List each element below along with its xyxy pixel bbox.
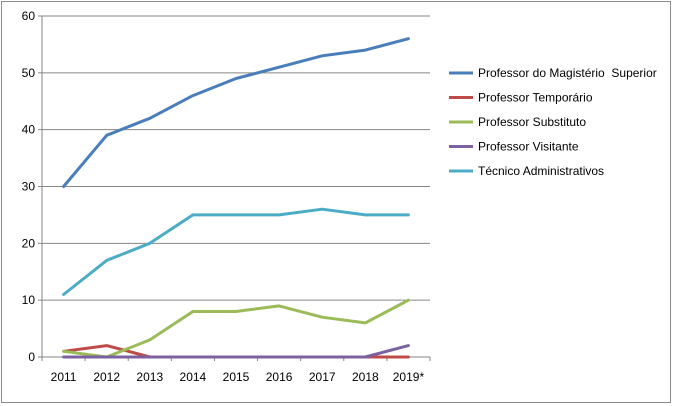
legend-label-professor-do-magisterio-superior: Professor do Magistério Superior [478, 66, 657, 80]
x-tick-label: 2017 [309, 370, 336, 384]
gridlines [42, 15, 430, 301]
x-tick-label: 2014 [180, 370, 207, 384]
x-tick-label: 2019* [393, 370, 425, 384]
x-tick-label: 2012 [93, 370, 120, 384]
x-tick-label: 2016 [266, 370, 293, 384]
x-tick-label: 2011 [51, 370, 77, 384]
legend-label-tecnico-administrativos: Técnico Administrativos [478, 164, 604, 178]
y-tick-label: 40 [22, 123, 36, 137]
axes: 0 10 20 30 40 50 60 2011 2012 2013 2014 2015 2016 201… [22, 9, 431, 384]
x-tick-label: 2015 [223, 370, 250, 384]
legend: Professor do Magistério Superior Professo… [449, 66, 657, 178]
series-line-professor-do-magisterio-superior [62, 37, 410, 188]
y-tick-label: 30 [22, 180, 36, 194]
series-line-professor-temporario [62, 344, 410, 359]
y-tick-label: 20 [22, 236, 36, 250]
y-tick-label: 0 [28, 350, 35, 364]
legend-label-professor-temporario: Professor Temporário [478, 91, 593, 105]
y-tick-label: 10 [22, 293, 36, 307]
legend-label-professor-visitante: Professor Visitante [478, 140, 579, 154]
legend-label-professor-substituto: Professor Substituto [478, 115, 586, 129]
series-line-tecnico-administrativos [62, 207, 410, 296]
x-tick-label: 2018 [352, 370, 379, 384]
series-lines [62, 37, 410, 359]
y-tick-label: 50 [22, 66, 36, 80]
y-tick-label: 60 [22, 9, 36, 23]
series-line-professor-substituto [62, 298, 410, 359]
x-tick-label: 2013 [136, 370, 163, 384]
